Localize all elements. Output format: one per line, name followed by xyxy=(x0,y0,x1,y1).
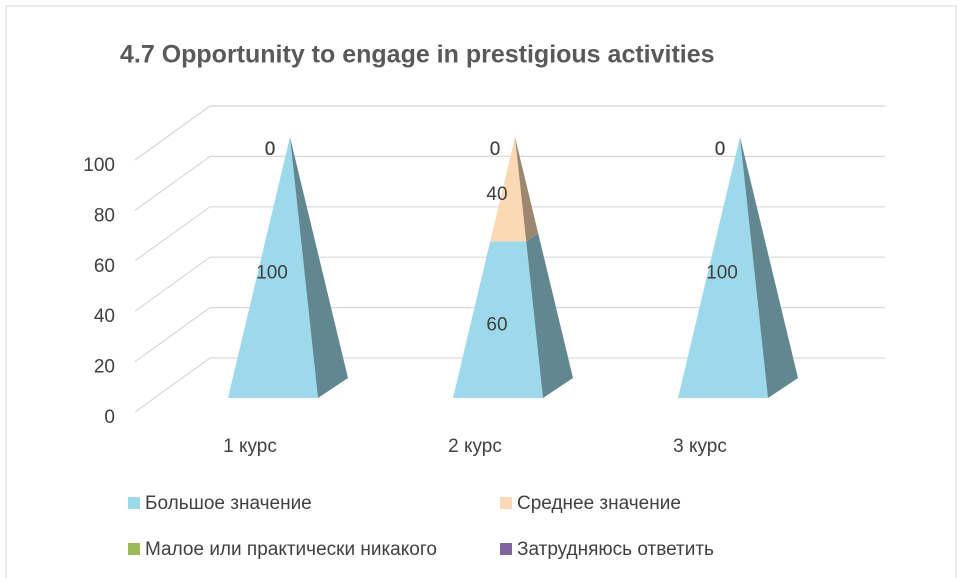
pyramid-segment-side xyxy=(740,137,798,398)
data-label: 60 xyxy=(486,315,507,336)
data-label: 0 xyxy=(265,139,276,160)
data-label: 0 xyxy=(715,139,726,160)
legend-swatch xyxy=(128,543,140,555)
pyramid-segment xyxy=(678,137,768,398)
x-tick-label: 1 курс xyxy=(223,436,277,457)
y-tick-label: 0 xyxy=(104,407,115,428)
x-tick-label: 3 курс xyxy=(673,436,727,457)
pyramid-segment-side xyxy=(290,137,348,398)
grid-line xyxy=(134,155,885,211)
data-label: 100 xyxy=(706,263,738,284)
legend-swatch xyxy=(500,543,512,555)
y-tick-label: 60 xyxy=(94,256,115,277)
grid-line xyxy=(134,357,885,413)
data-label: 40 xyxy=(486,184,507,205)
data-label: 0 xyxy=(715,139,726,160)
y-tick-label: 20 xyxy=(94,357,115,378)
legend-label: Среднее значение xyxy=(517,493,681,514)
pyramid-segment xyxy=(490,137,527,242)
data-label: 0 xyxy=(715,139,726,160)
chart-title: 4.7 Opportunity to engage in prestigious… xyxy=(120,41,715,69)
pyramid-segment-side xyxy=(526,233,573,398)
data-label: 0 xyxy=(265,139,276,160)
data-label: 0 xyxy=(490,139,501,160)
legend-label: Большое значение xyxy=(145,493,312,514)
pyramid-segment xyxy=(453,241,543,398)
data-label: 100 xyxy=(256,263,288,284)
data-label: 0 xyxy=(265,139,276,160)
x-tick-label: 2 курс xyxy=(448,436,502,457)
legend-swatch xyxy=(500,497,512,509)
y-tick-label: 40 xyxy=(94,306,115,327)
grid-line xyxy=(134,105,885,161)
pyramid-segment xyxy=(228,137,318,398)
grid-line xyxy=(134,256,885,312)
pyramid-segment-side xyxy=(515,137,539,242)
grid-line xyxy=(134,206,885,262)
y-tick-label: 100 xyxy=(83,155,115,176)
legend-label: Затрудняюсь ответить xyxy=(517,539,714,560)
y-tick-label: 80 xyxy=(94,205,115,226)
data-label: 0 xyxy=(490,139,501,160)
grid-line xyxy=(134,307,885,363)
legend-swatch xyxy=(128,497,140,509)
legend-label: Малое или практически никакого xyxy=(145,539,437,560)
